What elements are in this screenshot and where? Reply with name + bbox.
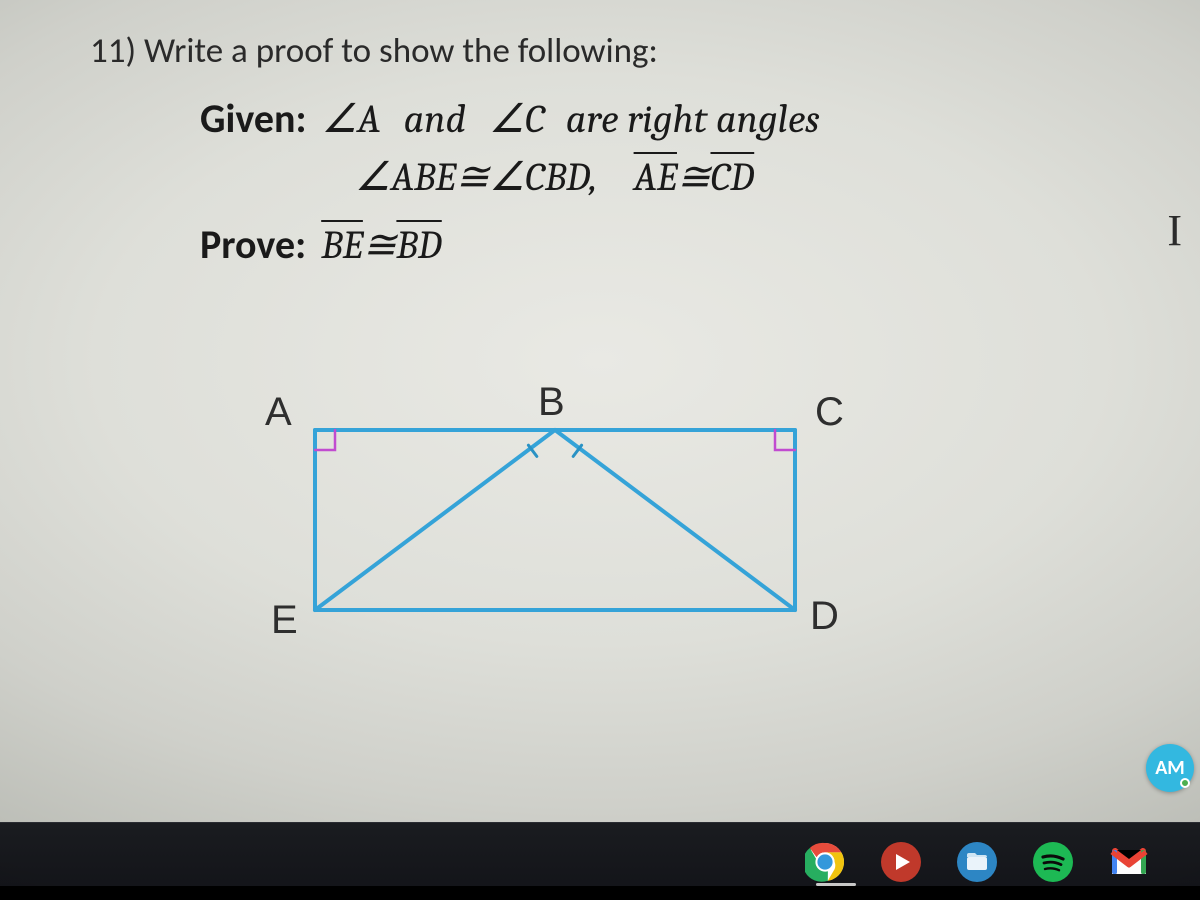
segment-BE: BE (321, 222, 363, 268)
geometry-figure: A B C D E (255, 380, 855, 660)
prove-line: Prove: BE≅BD (200, 216, 1140, 274)
question-prompt: 11) Write a proof to show the following: (90, 30, 1140, 72)
problem-text: 11) Write a proof to show the following:… (90, 30, 1140, 274)
given-block: Given: ∠A and ∠C are right angles ∠ABE≅∠… (200, 90, 1140, 274)
congruent-3: ≅ (363, 222, 397, 268)
congruent-2: ≅ (677, 154, 711, 200)
angle-CBD: ∠CBD (489, 154, 589, 200)
angle-ABE: ∠ABE (355, 154, 456, 200)
given-line-1: Given: ∠A and ∠C are right angles (200, 90, 1140, 148)
given-line-2: ∠ABE≅∠CBD, AE≅CD (355, 148, 1140, 206)
angle-C: ∠C (489, 96, 545, 142)
vertex-label-B: B (538, 380, 565, 425)
spotify-icon[interactable] (1030, 839, 1076, 885)
files-icon[interactable] (954, 839, 1000, 885)
vertex-label-A: A (265, 390, 292, 435)
question-number: 11) (90, 30, 136, 72)
profile-badge[interactable]: AM (1146, 744, 1194, 792)
profile-badge-text: AM (1155, 756, 1185, 780)
prove-label: Prove: (200, 220, 306, 269)
segment-AE: AE (634, 154, 677, 200)
angle-A: ∠A (322, 96, 381, 142)
vertex-label-D: D (810, 594, 839, 639)
gmail-icon[interactable] (1106, 839, 1152, 885)
text-cursor-icon: I (1167, 205, 1182, 256)
given-label: Given: (200, 94, 307, 143)
word-and: and (404, 96, 466, 142)
segment-CD: CD (710, 154, 754, 200)
right-angles-text: are right angles (566, 96, 820, 142)
segment-BD: BD (396, 222, 441, 268)
congruent-1: ≅ (456, 154, 490, 200)
comma: , (589, 154, 597, 200)
chrome-icon[interactable] (802, 839, 848, 885)
bezel-bottom (0, 886, 1200, 900)
vertex-label-E: E (271, 598, 298, 643)
youtube-icon[interactable] (878, 839, 924, 885)
question-text: Write a proof to show the following: (144, 30, 658, 72)
vertex-label-C: C (815, 390, 844, 435)
status-dot-icon (1180, 778, 1190, 788)
